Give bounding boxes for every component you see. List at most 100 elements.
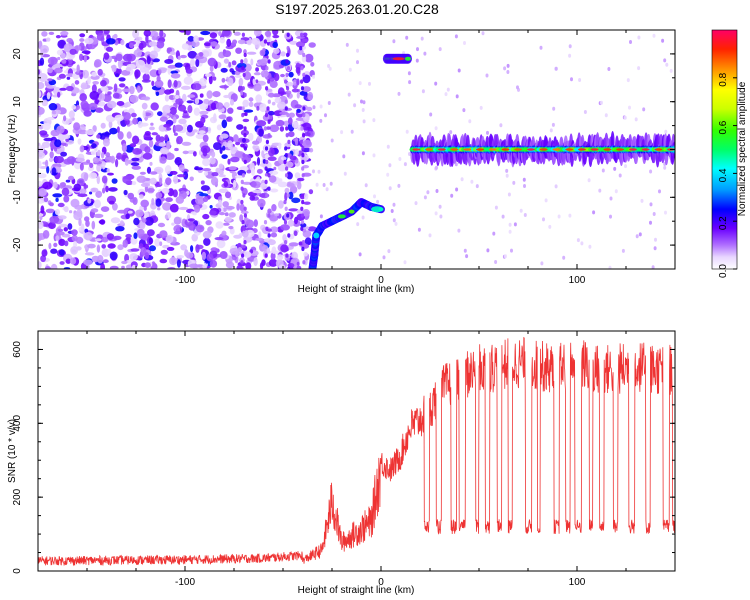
y-tick-label: -20 [12, 237, 23, 252]
noise-blob [84, 231, 93, 241]
noise-blob [296, 261, 300, 266]
noise-blob [164, 214, 168, 220]
noise-blob [121, 88, 132, 93]
faint-blob [394, 221, 398, 226]
streak-blob [240, 199, 244, 205]
streak-blob [267, 59, 271, 64]
noise-blob [108, 187, 118, 192]
noise-blob [282, 234, 287, 242]
y-tick-label: 400 [12, 415, 23, 432]
faint-blob [481, 31, 485, 36]
noise-blob [107, 243, 116, 249]
noise-blob [151, 261, 156, 269]
streak-blob [265, 226, 269, 231]
noise-blob [148, 237, 154, 245]
colorbar-tick-label: 0.6 [718, 120, 729, 134]
noise-blob [46, 92, 51, 100]
faint-blob [372, 153, 376, 158]
faint-blob [628, 105, 631, 110]
colorbar-gradient [712, 30, 737, 269]
noise-blob [269, 124, 280, 133]
noise-blob [111, 64, 117, 73]
streak-blob [287, 266, 291, 269]
noise-blob [88, 172, 98, 180]
noise-blob [173, 132, 178, 136]
noise-blob [122, 53, 133, 62]
faint-blob [499, 123, 503, 128]
noise-blob [222, 201, 229, 208]
noise-blob [106, 100, 117, 109]
noise-blob [173, 216, 182, 225]
faint-blob [356, 48, 359, 53]
noise-blob [221, 230, 227, 236]
streak-blob [241, 112, 245, 118]
faint-blob [317, 169, 321, 174]
noise-blob [149, 126, 155, 131]
noise-blob [289, 155, 297, 161]
noise-blob [215, 221, 224, 229]
faint-blob [356, 222, 360, 227]
faint-blob [361, 108, 365, 112]
noise-blob [226, 116, 231, 122]
noise-blob [294, 136, 299, 146]
noise-blob [178, 164, 185, 172]
faint-blob [434, 81, 438, 86]
faint-blob [523, 184, 526, 188]
noise-blob [119, 220, 124, 226]
noise-blob [228, 61, 232, 68]
noise-blob [202, 168, 212, 172]
noise-blob [61, 59, 67, 64]
noise-blob [206, 90, 213, 99]
snr-xlabel: Height of straight line (km) [298, 585, 415, 596]
noise-blob [155, 198, 162, 207]
noise-blob [164, 94, 170, 102]
noise-blob [159, 156, 167, 164]
faint-blob [635, 234, 639, 239]
faint-blob [494, 260, 498, 264]
noise-blob [173, 230, 182, 235]
noise-blob [194, 204, 201, 213]
faint-blob [505, 173, 509, 178]
faint-blob [403, 162, 407, 167]
faint-blob [434, 126, 438, 131]
noise-blob [253, 145, 260, 152]
faint-blob [506, 63, 510, 68]
noise-blob [187, 35, 195, 42]
noise-blob [100, 86, 109, 92]
streak-blob [265, 66, 269, 71]
noise-blob [167, 67, 172, 75]
faint-blob [614, 189, 618, 194]
noise-blob [223, 58, 229, 64]
noise-blob [108, 120, 113, 129]
faint-blob [549, 128, 553, 133]
faint-blob [387, 249, 391, 254]
noise-blob [239, 214, 244, 223]
noise-blob [66, 38, 73, 43]
noise-blob [304, 193, 309, 200]
noise-blob [129, 95, 139, 103]
noise-blob [287, 263, 295, 268]
noise-blob [165, 197, 173, 203]
noise-blob [84, 252, 95, 256]
noise-blob [233, 179, 237, 188]
noise-blob [103, 30, 110, 35]
noise-blob [222, 145, 226, 151]
noise-blob [199, 266, 203, 269]
faint-blob [392, 218, 396, 223]
faint-blob [637, 35, 641, 40]
noise-blob [89, 90, 100, 100]
noise-blob [87, 198, 92, 204]
noise-blob [218, 163, 224, 170]
noise-blob [294, 104, 303, 109]
noise-blob [266, 247, 271, 254]
noise-blob [281, 156, 287, 161]
noise-blob [224, 216, 232, 222]
noise-blob [237, 247, 242, 253]
noise-blob [127, 192, 135, 200]
noise-blob [77, 138, 82, 145]
noise-blob [241, 229, 249, 238]
noise-blob [251, 167, 255, 176]
streak-blob [300, 206, 304, 211]
noise-blob [93, 213, 104, 218]
faint-blob [570, 77, 573, 82]
